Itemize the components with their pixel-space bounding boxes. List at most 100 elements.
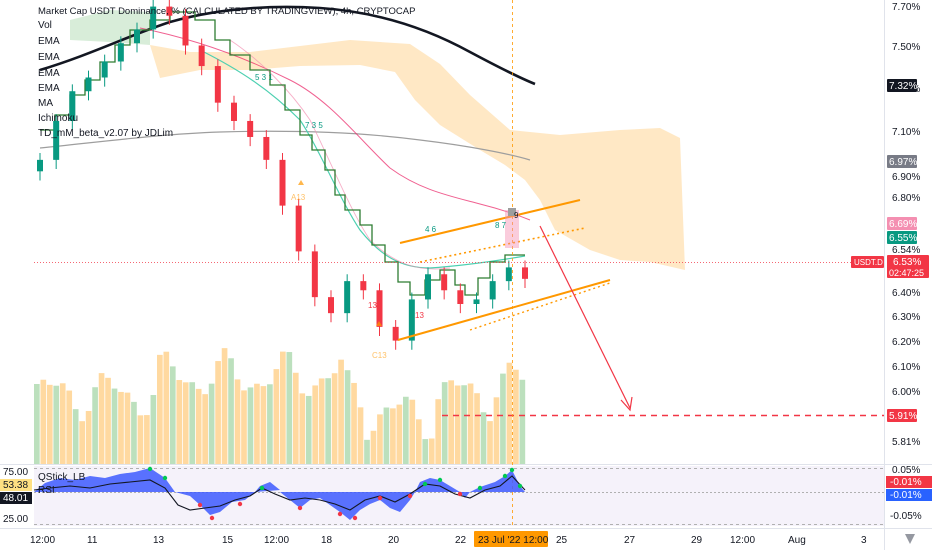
time-axis[interactable]: 12:00 11 13 15 12:00 18 20 22 25 27 29 1… <box>30 535 867 546</box>
volume-bar <box>72 409 79 464</box>
legend-indicator-ema-3[interactable]: EMA <box>38 68 60 79</box>
volume-bar <box>118 391 124 464</box>
volume-bar <box>228 358 234 464</box>
td-triangle-icon <box>298 180 304 185</box>
volume-bar <box>415 419 422 464</box>
volume-bar <box>480 412 487 464</box>
volume-bar <box>454 385 461 464</box>
price-tick: 7.10% <box>892 127 920 138</box>
candle-body <box>360 281 367 291</box>
candle-body <box>408 299 415 341</box>
volume-bar <box>189 382 196 464</box>
volume-bar <box>312 385 319 464</box>
symbol-tag[interactable]: USDT.D <box>851 256 884 268</box>
time-tick: 3 <box>861 535 867 546</box>
candle-body <box>522 267 528 279</box>
candlesticks <box>37 0 528 350</box>
volume-bar <box>98 373 105 464</box>
qstick-area-positive <box>34 468 525 492</box>
osc-right-badge-bg <box>886 476 932 488</box>
volume-bar <box>215 361 221 464</box>
volume-bar <box>344 370 351 464</box>
candle-body <box>69 91 76 121</box>
legend-indicator-vol[interactable]: Vol <box>38 20 52 31</box>
qstick-area-negative <box>175 492 470 520</box>
channel-upper <box>399 199 581 244</box>
candle-body <box>376 290 383 327</box>
volume-bar <box>325 378 331 464</box>
volume-bar <box>448 380 454 464</box>
symbol-tag-text: USDT.D <box>854 258 883 267</box>
price-tick: 7.70% <box>892 2 920 13</box>
price-badge-ma: 6.97% <box>887 155 917 168</box>
volume-bar <box>292 372 299 464</box>
osc-right-tick: -0.01% <box>890 490 922 501</box>
candle-body <box>505 267 512 282</box>
price-tick: 6.90% <box>892 172 920 183</box>
candle-body <box>247 120 254 137</box>
volume-bar <box>66 390 73 464</box>
legend-indicator-ma[interactable]: MA <box>38 98 53 109</box>
volume-bar <box>461 385 467 464</box>
price-badge-text: 6.55% <box>889 233 917 244</box>
osc-right-tick: -0.01% <box>890 477 922 488</box>
volume-bar <box>137 415 144 464</box>
candle-body <box>134 29 140 44</box>
legend-indicator-ema-2[interactable]: EMA <box>38 52 60 63</box>
volume-bar <box>403 396 409 464</box>
legend-indicator-ichimoku[interactable]: Ichimoku <box>38 113 78 124</box>
rsi-dot <box>422 481 428 487</box>
legend-indicator-ema-4[interactable]: EMA <box>38 83 60 94</box>
tradingview-logo-icon[interactable] <box>905 534 915 544</box>
rsi-dot <box>162 475 168 481</box>
price-tick: 6.00% <box>892 387 920 398</box>
candle-body <box>425 274 431 300</box>
osc-right-badge-bg <box>886 489 932 501</box>
volume-bar <box>150 395 157 464</box>
candle-body <box>37 159 43 172</box>
legend-indicator-td[interactable]: TD_mM_beta_v2.07 by JDLim <box>38 128 173 139</box>
rsi-dot <box>237 501 243 507</box>
volume-bar <box>111 388 118 464</box>
osc-left-tick: 48.01 <box>3 493 28 504</box>
volume-bar <box>273 369 280 464</box>
td-highlight-box <box>505 210 519 248</box>
rsi-dot <box>477 485 483 491</box>
ema-teal <box>199 49 526 269</box>
td-triangle-icon <box>376 321 382 326</box>
volume-bars <box>34 348 526 464</box>
rsi-dot <box>259 485 265 491</box>
td-label: 7 3 5 <box>305 121 323 130</box>
price-tick: 6.80% <box>892 193 920 204</box>
osc-label-rsi[interactable]: RSI <box>38 485 55 496</box>
td-gray-marker <box>508 208 516 216</box>
price-tick: 7.50% <box>892 42 920 53</box>
candle-body <box>489 281 496 300</box>
candle-body <box>344 281 351 314</box>
volume-bar <box>351 382 357 464</box>
current-price-badge: 6.53% 02:47:25 <box>887 255 929 278</box>
volume-bar <box>234 379 241 464</box>
time-tick: 12:00 <box>30 535 55 546</box>
volume-bar <box>144 415 150 464</box>
legend-indicator-ema-1[interactable]: EMA <box>38 36 60 47</box>
price-tick: 6.20% <box>892 337 920 348</box>
volume-bar <box>105 377 111 464</box>
rsi-dots <box>147 466 523 521</box>
volume-bar <box>53 385 60 464</box>
volume-bar <box>34 384 40 464</box>
osc-label-qstick[interactable]: QStick_LB <box>38 472 86 483</box>
osc-left-tick: 25.00 <box>3 514 28 525</box>
td-label: 13 <box>415 311 424 320</box>
rsi-dot <box>297 505 303 511</box>
chart-title: Market Cap USDT Dominance, % (CALCULATED… <box>38 6 415 17</box>
candle-body <box>53 120 60 160</box>
td-label: A13 <box>291 193 306 202</box>
volume-bar <box>267 384 273 464</box>
price-tick: 6.40% <box>892 288 920 299</box>
volume-bar <box>241 390 247 464</box>
rsi-dot <box>437 477 443 483</box>
volume-bar <box>195 388 202 464</box>
channel-lower <box>397 279 611 341</box>
